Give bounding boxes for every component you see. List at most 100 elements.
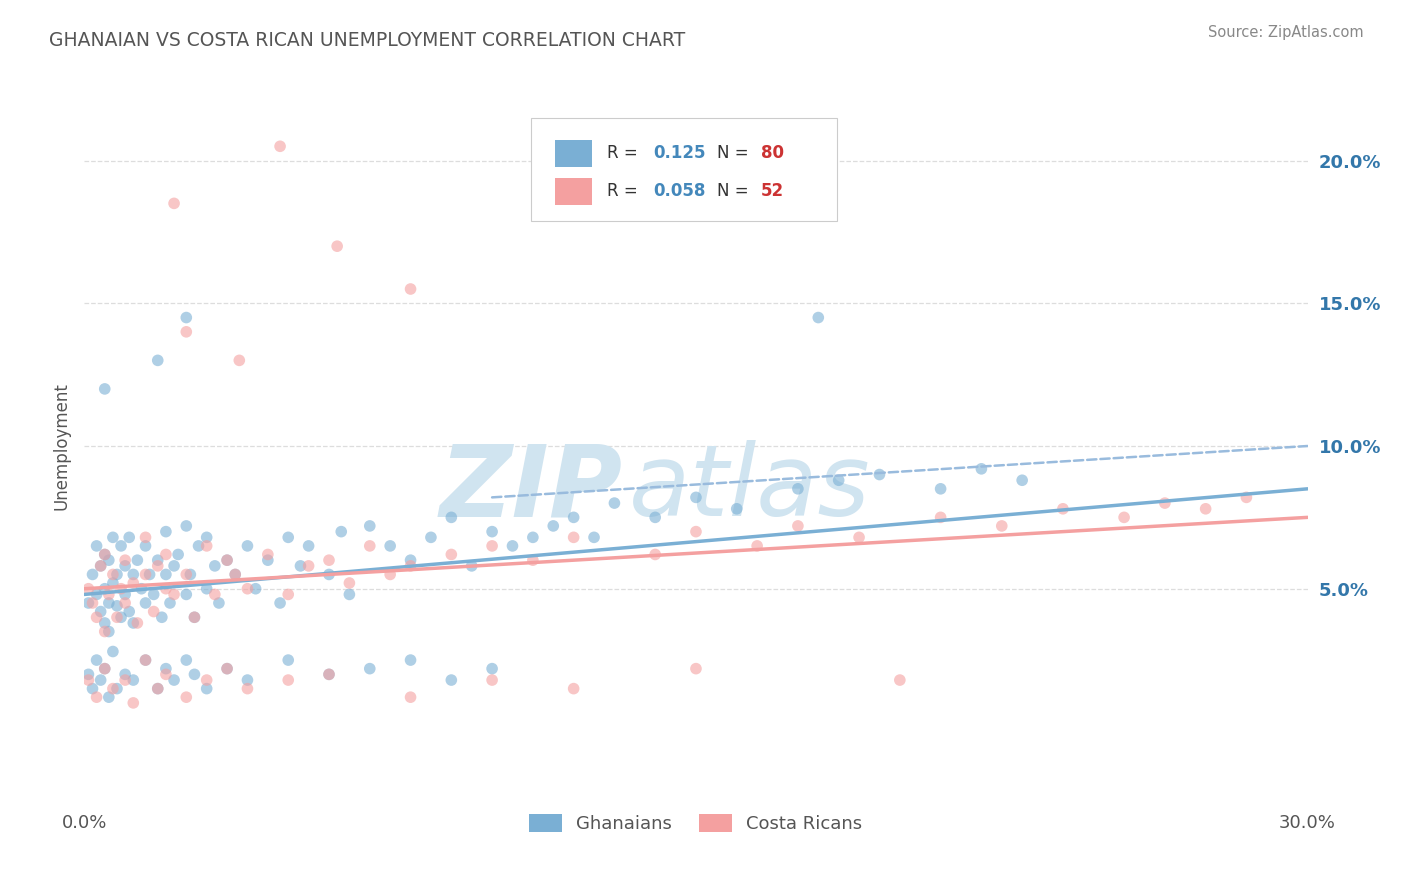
Text: GHANAIAN VS COSTA RICAN UNEMPLOYMENT CORRELATION CHART: GHANAIAN VS COSTA RICAN UNEMPLOYMENT COR… <box>49 31 686 50</box>
Point <box>399 653 422 667</box>
Point <box>155 582 177 596</box>
Point <box>562 530 585 544</box>
Text: N =: N = <box>717 182 754 200</box>
Point <box>257 553 280 567</box>
Point <box>543 519 565 533</box>
Point <box>97 690 120 705</box>
Point <box>163 558 186 573</box>
Point <box>90 673 112 687</box>
Point <box>747 539 769 553</box>
Point <box>114 587 136 601</box>
Point <box>86 653 108 667</box>
Point <box>848 530 870 544</box>
Point <box>970 462 993 476</box>
Point <box>114 667 136 681</box>
Point <box>318 553 340 567</box>
Point <box>195 539 218 553</box>
Point <box>122 567 145 582</box>
Point <box>339 587 361 601</box>
Point <box>155 667 177 681</box>
Text: 0.058: 0.058 <box>654 182 706 200</box>
Legend: Ghanaians, Costa Ricans: Ghanaians, Costa Ricans <box>522 806 870 840</box>
Point <box>90 558 112 573</box>
Point <box>105 599 128 613</box>
Point <box>277 673 299 687</box>
Point <box>183 610 205 624</box>
Point <box>195 582 218 596</box>
Point <box>122 615 145 630</box>
Point <box>1114 510 1136 524</box>
Point <box>522 553 544 567</box>
Point <box>399 558 422 573</box>
Text: Source: ZipAtlas.com: Source: ZipAtlas.com <box>1208 25 1364 40</box>
Point <box>174 653 197 667</box>
Point <box>110 582 132 596</box>
Point <box>77 667 100 681</box>
Point <box>481 539 503 553</box>
Point <box>228 353 250 368</box>
Point <box>110 610 132 624</box>
Point <box>298 558 321 573</box>
Point <box>155 567 177 582</box>
Point <box>135 596 157 610</box>
Point <box>97 587 120 601</box>
Point <box>339 576 361 591</box>
Point <box>93 548 115 562</box>
Point <box>114 553 136 567</box>
Point <box>195 673 218 687</box>
Point <box>77 582 100 596</box>
Point <box>603 496 626 510</box>
Point <box>290 558 312 573</box>
Point <box>131 582 153 596</box>
Point <box>991 519 1014 533</box>
Point <box>224 567 246 582</box>
Point <box>187 539 209 553</box>
Point <box>236 582 259 596</box>
Point <box>174 519 197 533</box>
Point <box>135 567 157 582</box>
Text: N =: N = <box>717 145 754 162</box>
Point <box>155 662 177 676</box>
Point <box>174 325 197 339</box>
Point <box>101 567 124 582</box>
Point <box>146 681 169 696</box>
Point <box>929 510 952 524</box>
Point <box>195 530 218 544</box>
Point <box>90 558 112 573</box>
Point <box>522 530 544 544</box>
Point <box>204 558 226 573</box>
Point <box>97 596 120 610</box>
Point <box>257 548 280 562</box>
Point <box>118 605 141 619</box>
Point <box>359 539 381 553</box>
Point <box>82 681 104 696</box>
Point <box>142 587 165 601</box>
Point <box>114 596 136 610</box>
Point <box>562 681 585 696</box>
Point <box>93 615 115 630</box>
Point <box>93 662 115 676</box>
Text: atlas: atlas <box>628 441 870 537</box>
Point <box>787 519 810 533</box>
Point <box>236 673 259 687</box>
Point <box>86 587 108 601</box>
Point <box>82 596 104 610</box>
Point <box>97 624 120 639</box>
Point <box>82 567 104 582</box>
Text: 0.125: 0.125 <box>654 145 706 162</box>
Point <box>146 558 169 573</box>
Point <box>146 553 169 567</box>
Point <box>101 644 124 658</box>
Point <box>86 610 108 624</box>
Point <box>135 530 157 544</box>
Point <box>644 510 666 524</box>
Point <box>183 610 205 624</box>
Point <box>380 567 402 582</box>
Point <box>224 567 246 582</box>
Point <box>101 681 124 696</box>
Point <box>179 567 201 582</box>
Point <box>685 524 707 539</box>
Point <box>236 539 259 553</box>
Point <box>195 681 218 696</box>
Point <box>90 605 112 619</box>
